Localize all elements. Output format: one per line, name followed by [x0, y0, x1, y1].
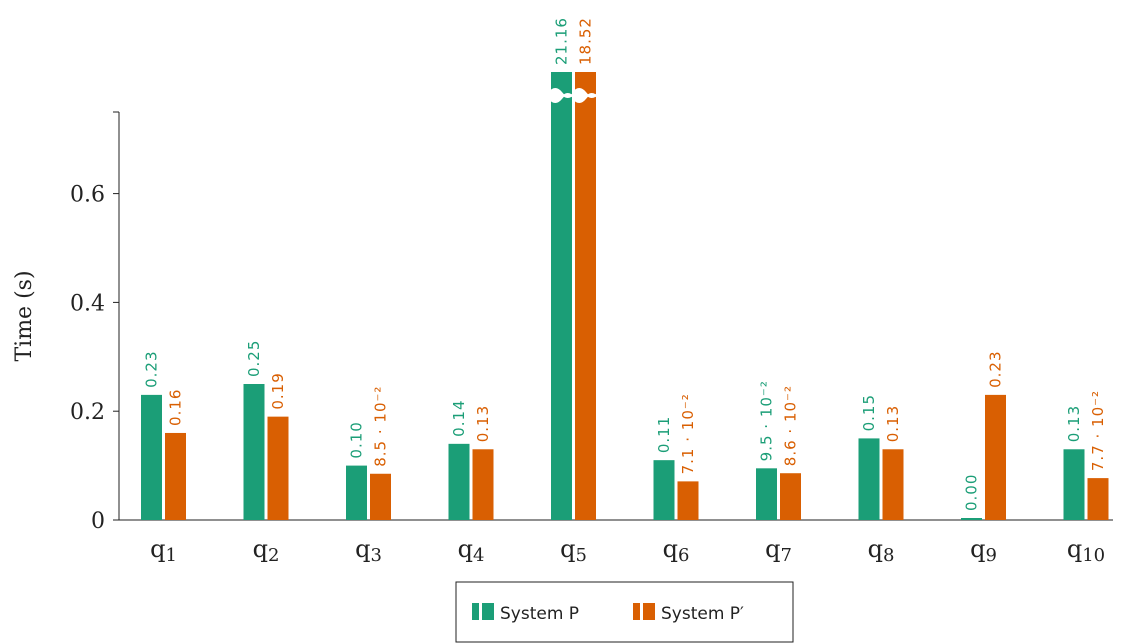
bar-q2-series-1: [243, 384, 265, 520]
data-label: 0.25: [245, 340, 263, 377]
bar-q4-series-2: [472, 449, 494, 520]
axis-break-mark: [572, 88, 599, 103]
legend: System P System P′: [455, 581, 794, 643]
legend-label: System P: [500, 604, 579, 624]
bar-q5-series-2: [575, 72, 596, 520]
x-tick-label-q10: q10: [1067, 535, 1105, 566]
legend-swatch: [482, 603, 494, 620]
y-tick-label: 0.2: [70, 400, 105, 425]
x-tick-label-q3: q3: [355, 535, 382, 566]
bar-q3-series-2: [370, 473, 391, 520]
data-label: 21.16: [553, 17, 571, 65]
data-label: 9.5 · 10⁻²: [758, 380, 776, 461]
data-label: 0.16: [167, 389, 185, 426]
legend-swatch: [472, 603, 479, 620]
data-label: 0.10: [348, 421, 366, 458]
bar-q7-series-2: [780, 473, 801, 520]
x-tick-label-q9: q9: [970, 535, 997, 566]
bar-q9-series-1: [961, 518, 982, 520]
x-tick-label-q4: q4: [458, 535, 485, 566]
bar-q8-series-2: [882, 449, 904, 520]
data-label: 0.11: [655, 416, 673, 453]
y-tick-label: 0.6: [70, 183, 105, 208]
data-label: 7.1 · 10⁻²: [679, 393, 697, 474]
bar-q1-series-1: [141, 394, 162, 520]
data-label: 0.15: [860, 394, 878, 431]
bar-q4-series-1: [448, 443, 470, 520]
y-tick-label: 0: [91, 509, 105, 534]
legend-swatch: [643, 603, 655, 620]
data-label: 18.52: [577, 17, 595, 65]
data-label: 0.13: [884, 405, 902, 442]
legend-swatch: [633, 603, 640, 620]
data-label: 8.6 · 10⁻²: [782, 385, 800, 466]
data-label: 8.5 · 10⁻²: [372, 386, 390, 467]
data-label: 7.7 · 10⁻²: [1089, 390, 1107, 471]
bar-q10-series-1: [1063, 449, 1085, 520]
bar-q6-series-1: [653, 460, 675, 520]
data-label: 0.00: [963, 474, 981, 511]
bar-q1-series-2: [165, 432, 186, 520]
x-tick-label-q5: q5: [560, 535, 587, 566]
y-tick-label: 0.4: [70, 291, 105, 316]
bar-q2-series-2: [267, 416, 289, 520]
bars: [141, 72, 1109, 520]
x-tick-label-q1: q1: [150, 535, 177, 566]
bar-q10-series-2: [1087, 478, 1109, 520]
x-tick-label-q6: q6: [663, 535, 690, 566]
data-label: 0.23: [987, 350, 1005, 387]
x-tick-label-q7: q7: [765, 535, 792, 566]
data-labels: 0.23 0.16 0.25 0.19 0.10 8.5 · 10⁻² 0.14 0.13 21…: [143, 17, 1108, 511]
y-axis-label: Time (s): [12, 270, 37, 361]
bar-q9-series-2: [985, 394, 1006, 520]
data-label: 0.19: [269, 372, 287, 409]
bar-q5-series-1: [551, 72, 572, 520]
legend-box: [455, 581, 794, 643]
x-tick-label-q8: q8: [868, 535, 895, 566]
data-label: 0.13: [1065, 405, 1083, 442]
legend-label: System P′: [661, 604, 744, 624]
data-label: 0.23: [143, 350, 161, 387]
x-tick-label-q2: q2: [253, 535, 280, 566]
bar-q6-series-2: [677, 481, 699, 520]
bar-q8-series-1: [858, 438, 880, 520]
bar-q7-series-1: [756, 468, 777, 520]
data-label: 0.13: [474, 405, 492, 442]
data-label: 0.14: [450, 399, 468, 436]
x-tick-labels: q1 q2 q3 q4 q5 q6 q7 q8 q9 q10: [150, 535, 1105, 566]
bar-q3-series-1: [346, 465, 367, 520]
